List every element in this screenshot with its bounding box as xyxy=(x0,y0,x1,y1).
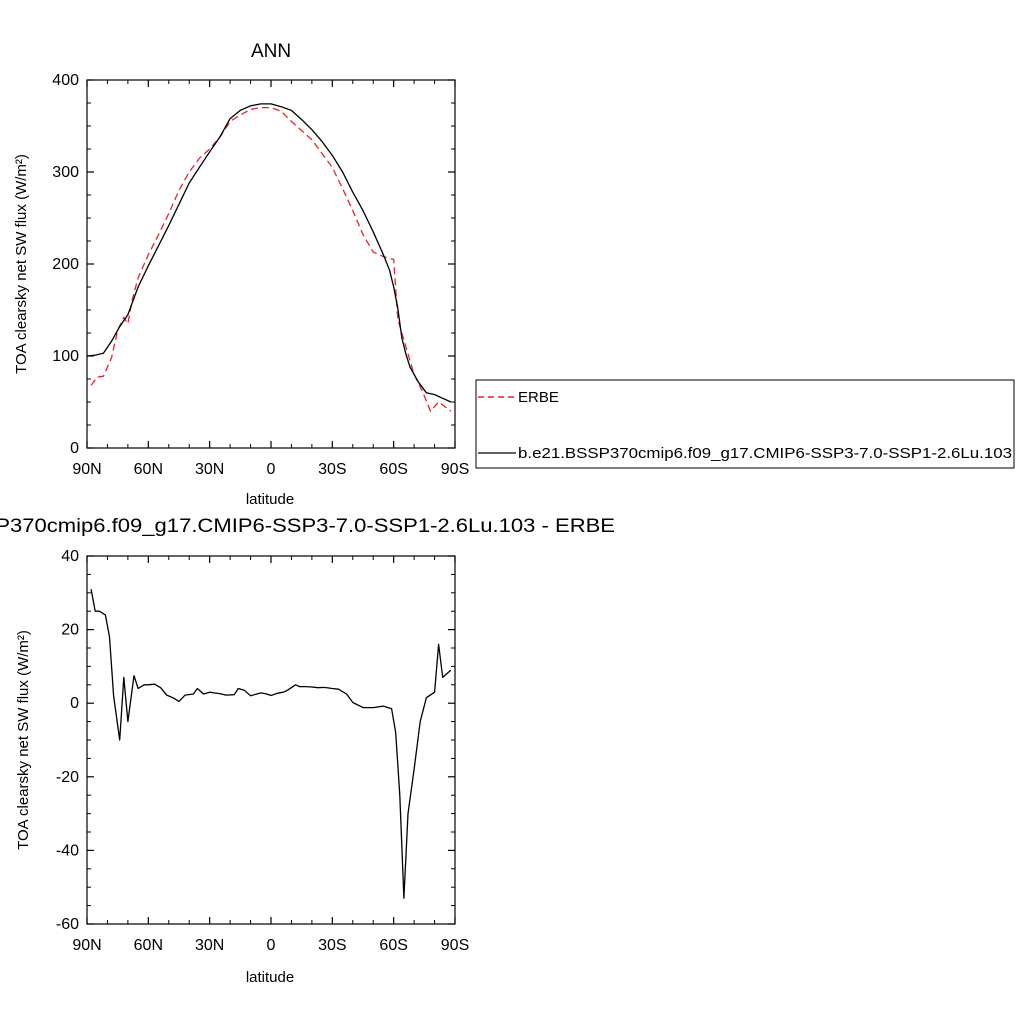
top-series-group xyxy=(86,103,452,412)
top-x-tick-label: 60N xyxy=(134,461,163,478)
bottom-x-tick-label: 0 xyxy=(267,937,276,954)
top-y-tick-label: 200 xyxy=(52,256,79,273)
bottom-x-tick-label: 90N xyxy=(72,937,101,954)
legend-erbe-label: ERBE xyxy=(518,389,559,406)
bottom-y-tick-label: 0 xyxy=(70,695,79,712)
bottom-y-tick-label: 20 xyxy=(61,622,79,639)
top-y-tick-label: 400 xyxy=(52,72,79,89)
top-y-tick-label: 100 xyxy=(52,348,79,365)
top-x-tick-label: 0 xyxy=(267,461,276,478)
bottom-y-tick-label: -40 xyxy=(56,842,79,859)
legend-model-label: b.e21.BSSP370cmip6.f09_g17.CMIP6-SSP3-7.… xyxy=(518,445,1012,462)
bottom-y-axis-label: TOA clearsky net SW flux (W/m²) xyxy=(15,630,32,850)
top-plot-frame xyxy=(86,79,456,449)
top-series-line-b-e21-bssp370cmip6-f xyxy=(86,103,452,403)
bottom-x-tick-label: 60N xyxy=(134,937,163,954)
bottom-y-tick-label: 40 xyxy=(61,548,79,565)
top-axis-ticks: 90N 60N 30N 0 30S 60S 90S 0 100 200 300 400 xyxy=(52,72,469,478)
bottom-y-tick-label: -20 xyxy=(56,769,79,786)
bottom-series-group xyxy=(90,588,452,899)
bottom-x-tick-label: 30N xyxy=(195,937,224,954)
top-series-line-erbe xyxy=(90,106,452,412)
bottom-plot-frame xyxy=(86,555,456,925)
bottom-axis-ticks: 90N 60N 30N 0 30S 60S 90S -60 -40 -20 0 20 40 xyxy=(56,548,469,954)
bottom-x-axis-label: latitude xyxy=(246,969,294,986)
top-x-tick-label: 60S xyxy=(379,461,407,478)
top-y-tick-label: 0 xyxy=(70,440,79,457)
top-x-tick-label: 30N xyxy=(195,461,224,478)
top-y-axis-label: TOA clearsky net SW flux (W/m²) xyxy=(13,154,30,374)
bottom-chart: b.e21.BSSP370cmip6.f09_g17.CMIP6-SSP3-7.… xyxy=(0,516,615,986)
bottom-x-tick-label: 60S xyxy=(379,937,407,954)
top-chart-title: ANN xyxy=(251,41,291,62)
top-x-tick-label: 90S xyxy=(441,461,469,478)
top-chart: ANN 90N 60N 30N 0 30S 60S 90S 0 100 200 300 400 lat… xyxy=(13,41,469,508)
bottom-x-tick-label: 90S xyxy=(441,937,469,954)
bottom-chart-title: b.e21.BSSP370cmip6.f09_g17.CMIP6-SSP3-7.… xyxy=(0,516,615,537)
legend-box xyxy=(475,379,1015,469)
top-x-axis-label: latitude xyxy=(246,491,294,508)
top-x-tick-label: 90N xyxy=(72,461,101,478)
top-y-tick-label: 300 xyxy=(52,164,79,181)
top-x-tick-label: 30S xyxy=(318,461,346,478)
bottom-x-tick-label: 30S xyxy=(318,937,346,954)
legend: ERBE b.e21.BSSP370cmip6.f09_g17.CMIP6-SS… xyxy=(475,379,1015,469)
bottom-y-tick-label: -60 xyxy=(56,916,79,933)
bottom-series-line-difference xyxy=(90,588,452,899)
